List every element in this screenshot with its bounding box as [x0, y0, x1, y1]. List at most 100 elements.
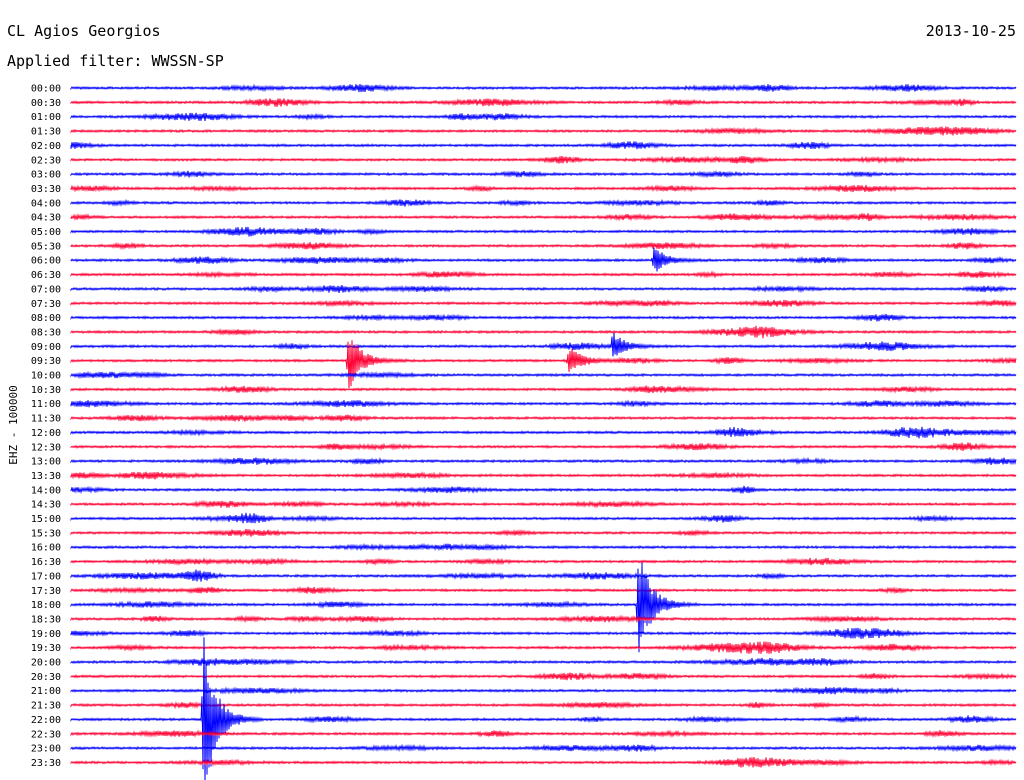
row-labels: 00:00 00:30 01:00 01:30 02:00 02:30 03:00 03:30… [31, 84, 61, 769]
trace-line [70, 370, 1017, 380]
row-time-label: 05:30 [31, 241, 61, 252]
row-time-label: 04:30 [31, 213, 61, 224]
trace-line [70, 586, 1017, 595]
row-time-label: 18:00 [31, 600, 61, 611]
row-time-label: 20:30 [31, 672, 61, 683]
date-label: 2013-10-25 [926, 22, 1016, 40]
trace-line [70, 399, 1017, 408]
row-time-label: 02:00 [31, 141, 61, 152]
row-time-label: 23:00 [31, 744, 61, 755]
trace-line [70, 637, 1017, 780]
row-time-label: 14:30 [31, 500, 61, 511]
trace-line [70, 126, 1017, 136]
trace-line [70, 284, 1017, 294]
row-time-label: 00:00 [31, 84, 61, 95]
trace-line [70, 184, 1017, 193]
row-time-label: 05:00 [31, 227, 61, 238]
trace-line [70, 198, 1017, 208]
trace-line [70, 757, 1017, 768]
trace-line [70, 155, 1017, 164]
trace-line [70, 512, 1017, 524]
trace-line [70, 614, 1017, 624]
row-time-label: 12:30 [31, 442, 61, 453]
row-time-label: 19:00 [31, 629, 61, 640]
row-time-label: 10:00 [31, 371, 61, 382]
row-time-label: 22:00 [31, 715, 61, 726]
row-time-label: 13:30 [31, 471, 61, 482]
row-time-label: 10:30 [31, 385, 61, 396]
trace-line [70, 641, 1017, 654]
trace-line [70, 298, 1017, 308]
row-time-label: 01:00 [31, 112, 61, 123]
row-time-label: 03:00 [31, 170, 61, 181]
row-time-label: 04:00 [31, 198, 61, 209]
row-time-label: 19:30 [31, 643, 61, 654]
trace-line [70, 701, 1017, 710]
row-time-label: 17:30 [31, 586, 61, 597]
trace-line [70, 657, 1017, 667]
row-time-label: 20:00 [31, 658, 61, 669]
trace-line [70, 325, 1017, 339]
row-time-label: 23:30 [31, 758, 61, 769]
trace-line [70, 499, 1017, 509]
row-time-label: 21:30 [31, 701, 61, 712]
trace-line [70, 471, 1017, 480]
trace-line [70, 270, 1017, 279]
row-time-label: 09:00 [31, 342, 61, 353]
trace-line [70, 141, 1017, 150]
row-time-label: 01:30 [31, 127, 61, 138]
row-time-label: 22:30 [31, 729, 61, 740]
row-time-label: 08:30 [31, 327, 61, 338]
trace-area [70, 83, 1017, 780]
station-title: CL Agios Georgios [7, 22, 161, 40]
row-time-label: 18:30 [31, 614, 61, 625]
trace-line [70, 247, 1017, 272]
trace-line [70, 212, 1017, 222]
trace-line [70, 170, 1017, 179]
row-time-label: 16:30 [31, 557, 61, 568]
trace-line [70, 557, 1017, 567]
row-time-label: 09:30 [31, 356, 61, 367]
row-time-label: 16:00 [31, 543, 61, 554]
row-time-label: 17:00 [31, 571, 61, 582]
filter-label: Applied filter: WWSSN-SP [7, 52, 224, 70]
trace-line [70, 528, 1017, 537]
trace-line [70, 413, 1017, 423]
row-time-label: 15:30 [31, 528, 61, 539]
trace-line [70, 241, 1017, 251]
trace-line [70, 562, 1017, 653]
trace-line [70, 485, 1017, 495]
row-time-label: 12:00 [31, 428, 61, 439]
row-time-label: 02:30 [31, 155, 61, 166]
row-time-label: 14:00 [31, 485, 61, 496]
trace-line [70, 729, 1017, 738]
row-time-label: 13:00 [31, 457, 61, 468]
trace-line [70, 313, 1017, 322]
trace-line [70, 426, 1017, 439]
trace-line [70, 686, 1017, 695]
row-time-label: 11:30 [31, 414, 61, 425]
row-time-label: 07:00 [31, 284, 61, 295]
trace-line [70, 112, 1017, 121]
trace-line [70, 340, 1017, 389]
row-time-label: 21:00 [31, 686, 61, 697]
row-time-label: 15:00 [31, 514, 61, 525]
row-time-label: 00:30 [31, 98, 61, 109]
trace-line [70, 226, 1017, 237]
trace-line [70, 743, 1017, 753]
row-time-label: 11:00 [31, 399, 61, 410]
row-time-label: 08:00 [31, 313, 61, 324]
trace-line [70, 569, 1017, 582]
trace-line [70, 542, 1017, 552]
row-time-label: 03:30 [31, 184, 61, 195]
trace-line [70, 672, 1017, 681]
trace-line [70, 627, 1017, 639]
row-time-label: 06:30 [31, 270, 61, 281]
trace-line [70, 98, 1017, 107]
channel-label: EHZ - 100000 [7, 385, 20, 464]
trace-line [70, 384, 1017, 394]
row-time-label: 06:00 [31, 256, 61, 267]
trace-line [70, 333, 1017, 357]
trace-line [70, 83, 1017, 93]
